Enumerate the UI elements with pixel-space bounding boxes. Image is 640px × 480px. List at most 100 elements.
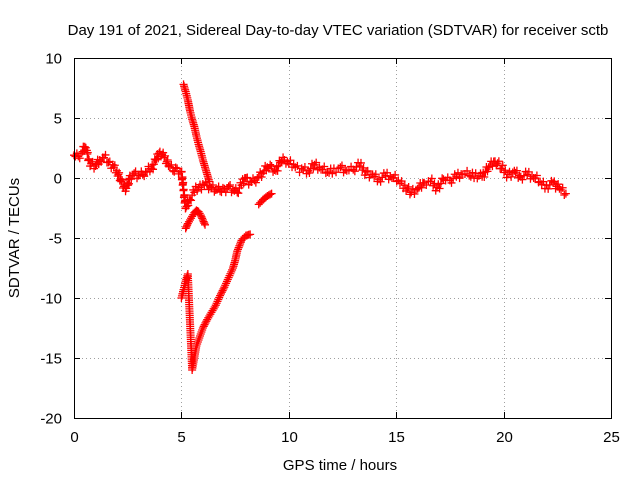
data-point xyxy=(376,177,385,186)
data-point xyxy=(110,161,119,170)
data-point xyxy=(163,156,172,165)
data-point xyxy=(246,230,255,239)
data-point xyxy=(193,340,202,348)
data-point xyxy=(201,220,210,229)
data-point xyxy=(228,265,237,274)
data-point xyxy=(167,160,176,169)
data-point xyxy=(198,324,207,332)
data-point xyxy=(501,166,510,175)
data-point xyxy=(148,161,157,170)
data-point xyxy=(272,162,281,171)
data-point xyxy=(224,273,233,282)
data-point xyxy=(197,185,206,194)
data-point xyxy=(312,158,321,167)
data-point xyxy=(201,318,210,327)
data-point xyxy=(225,271,234,280)
data-point xyxy=(199,322,208,331)
data-point xyxy=(216,291,225,300)
data-point xyxy=(214,182,223,191)
data-point xyxy=(286,156,295,165)
data-point xyxy=(213,297,222,306)
data-point xyxy=(233,245,242,254)
data-point xyxy=(532,171,541,180)
data-point xyxy=(356,158,365,167)
data-point xyxy=(309,164,318,173)
data-point xyxy=(223,275,232,284)
data-point xyxy=(217,288,226,297)
data-point xyxy=(524,167,533,176)
data-point xyxy=(222,279,231,288)
data-point xyxy=(210,303,219,311)
data-point xyxy=(127,175,136,184)
data-point xyxy=(87,159,96,168)
data-point xyxy=(417,183,426,192)
data-point xyxy=(171,163,180,172)
data-point xyxy=(234,243,243,252)
data-point xyxy=(130,169,139,178)
data-point xyxy=(226,269,235,278)
data-point xyxy=(178,173,187,182)
data-point xyxy=(165,162,174,171)
data-point xyxy=(149,160,158,169)
data-point xyxy=(184,201,193,210)
x-tick-label: 0 xyxy=(70,429,78,446)
data-point xyxy=(512,166,521,175)
y-tick-label: -10 xyxy=(40,291,62,308)
data-point xyxy=(219,284,228,293)
y-tick-label: -5 xyxy=(49,231,62,248)
y-tick-label: 5 xyxy=(54,111,62,128)
data-point xyxy=(182,202,191,211)
data-point xyxy=(222,277,231,286)
data-point xyxy=(344,166,353,175)
data-points xyxy=(70,80,570,374)
data-point xyxy=(218,286,227,295)
data-point xyxy=(493,159,502,168)
data-point xyxy=(427,174,436,183)
tick-labels: 0 5 10 15 20 25 -20 -15 -10 -5 0 5 10 xyxy=(40,51,620,447)
data-point xyxy=(267,189,276,198)
data-point xyxy=(202,317,211,326)
data-point xyxy=(410,190,419,199)
data-point xyxy=(104,158,113,167)
data-point xyxy=(200,219,209,228)
data-point xyxy=(359,163,368,172)
data-point xyxy=(235,241,244,250)
data-point xyxy=(195,209,204,218)
data-point xyxy=(147,164,156,173)
data-point xyxy=(97,157,106,166)
data-point xyxy=(498,161,507,170)
data-point xyxy=(187,196,196,205)
data-point xyxy=(328,169,337,178)
data-point xyxy=(233,188,242,197)
data-point xyxy=(371,170,380,179)
axis-ticks xyxy=(74,58,612,419)
data-point xyxy=(233,247,242,256)
data-point xyxy=(193,338,202,346)
data-point xyxy=(507,172,516,181)
data-point xyxy=(75,154,84,163)
data-point xyxy=(257,172,266,181)
data-point xyxy=(101,150,110,159)
data-point xyxy=(200,320,209,329)
data-point xyxy=(149,165,158,174)
data-point xyxy=(161,151,170,160)
x-tick-label: 15 xyxy=(388,429,405,446)
data-point xyxy=(205,177,214,186)
data-point xyxy=(293,161,302,170)
data-point xyxy=(274,161,283,170)
data-point xyxy=(208,180,217,189)
data-point xyxy=(276,158,285,167)
x-tick-label: 20 xyxy=(496,429,513,446)
data-point xyxy=(554,180,563,189)
data-point xyxy=(177,167,186,176)
x-axis-label: GPS time / hours xyxy=(283,457,397,474)
y-axis-label: SDTVAR / TECUs xyxy=(6,178,23,298)
data-point xyxy=(494,157,503,166)
data-point xyxy=(337,161,346,170)
data-point xyxy=(243,173,252,182)
data-point xyxy=(239,179,248,188)
data-point xyxy=(362,168,371,176)
data-point xyxy=(463,166,472,175)
data-point xyxy=(480,173,489,182)
data-point xyxy=(305,169,314,178)
